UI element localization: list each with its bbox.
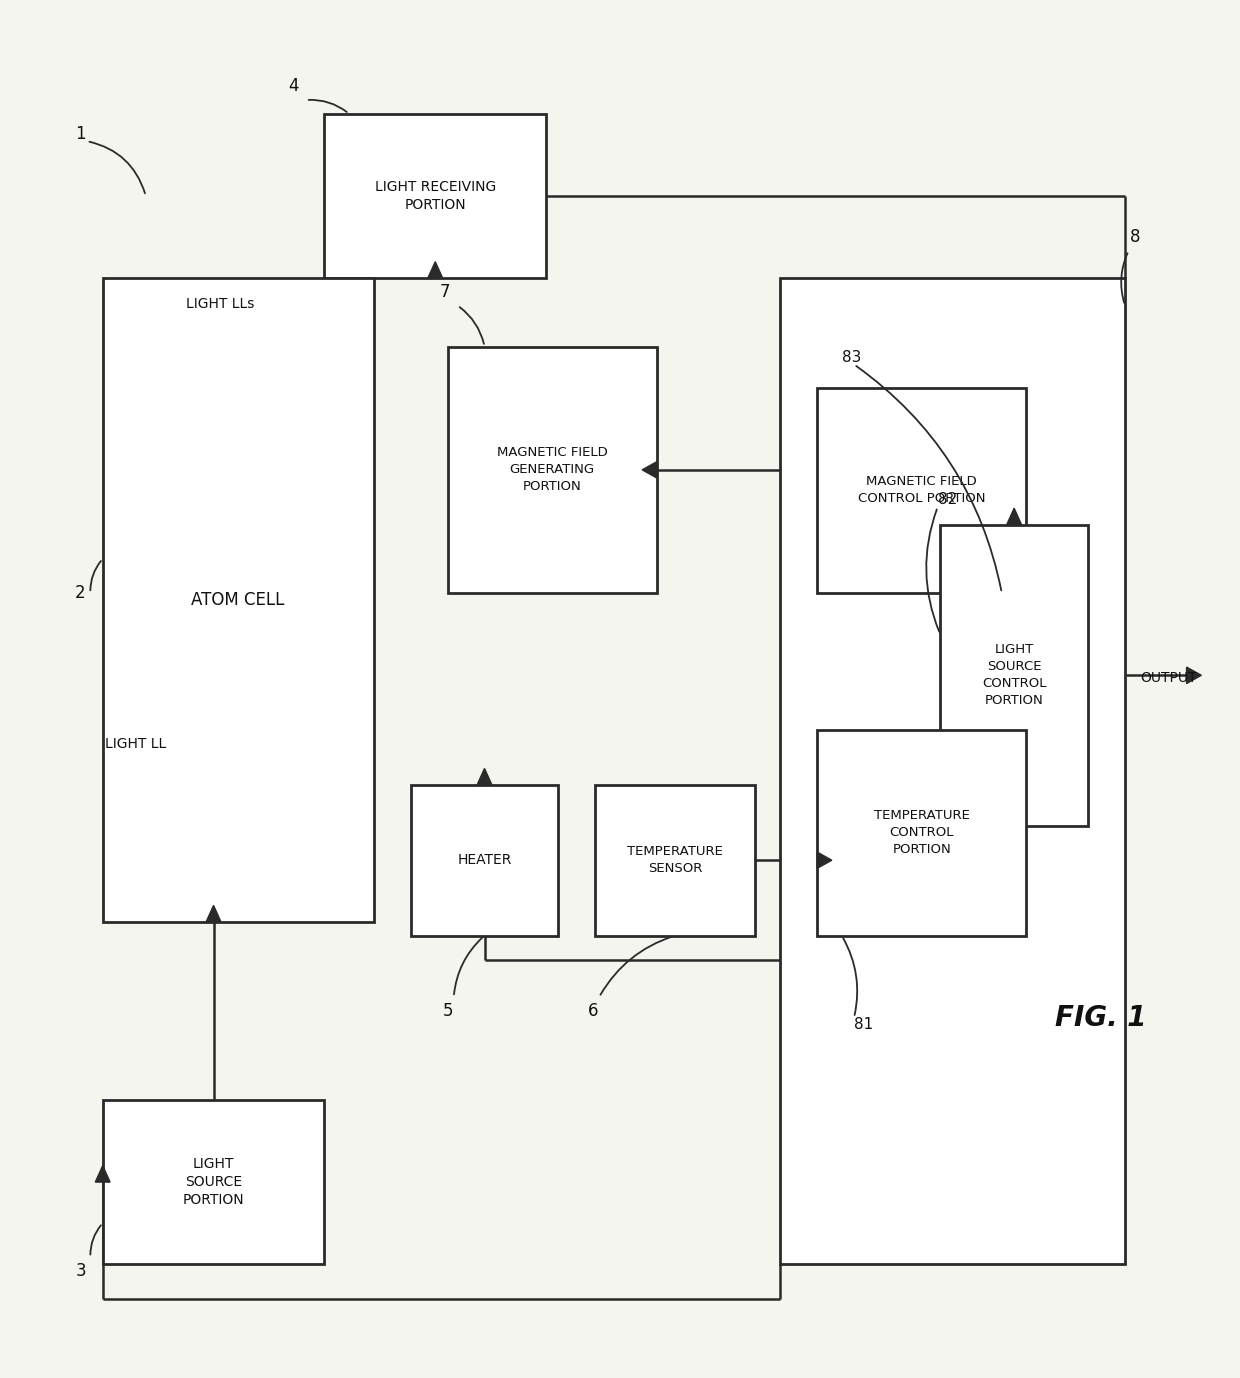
- Text: HEATER: HEATER: [458, 853, 512, 867]
- Polygon shape: [95, 1166, 110, 1182]
- Bar: [325, 114, 546, 278]
- Bar: [780, 278, 1125, 1264]
- Text: 82: 82: [937, 492, 957, 507]
- Text: TEMPERATURE
CONTROL
PORTION: TEMPERATURE CONTROL PORTION: [874, 809, 970, 856]
- Text: 2: 2: [76, 584, 86, 602]
- Text: 7: 7: [440, 282, 450, 300]
- Text: 3: 3: [76, 1262, 86, 1280]
- Text: 4: 4: [289, 77, 299, 95]
- Polygon shape: [642, 462, 657, 478]
- Bar: [103, 278, 373, 922]
- Text: OUTPUT: OUTPUT: [1140, 671, 1197, 685]
- Bar: [410, 785, 558, 936]
- Text: 6: 6: [588, 1002, 598, 1020]
- Text: LIGHT LLs: LIGHT LLs: [186, 298, 254, 311]
- Polygon shape: [477, 769, 492, 785]
- Text: ATOM CELL: ATOM CELL: [191, 591, 285, 609]
- Text: LIGHT
SOURCE
PORTION: LIGHT SOURCE PORTION: [182, 1156, 244, 1207]
- Bar: [448, 347, 657, 593]
- Bar: [103, 1100, 325, 1264]
- Bar: [817, 730, 1027, 936]
- Bar: [817, 387, 1027, 593]
- Text: 5: 5: [443, 1002, 453, 1020]
- Polygon shape: [1187, 667, 1202, 683]
- Text: MAGNETIC FIELD
CONTROL PORTION: MAGNETIC FIELD CONTROL PORTION: [858, 475, 986, 506]
- Text: 81: 81: [854, 1017, 873, 1032]
- Text: 1: 1: [76, 125, 86, 143]
- Text: 8: 8: [1130, 227, 1140, 247]
- Text: FIG. 1: FIG. 1: [1054, 1003, 1146, 1032]
- Bar: [940, 525, 1087, 825]
- Text: LIGHT
SOURCE
CONTROL
PORTION: LIGHT SOURCE CONTROL PORTION: [982, 644, 1047, 707]
- Text: LIGHT LL: LIGHT LL: [105, 737, 166, 751]
- Text: MAGNETIC FIELD
GENERATING
PORTION: MAGNETIC FIELD GENERATING PORTION: [497, 446, 608, 493]
- Text: 83: 83: [842, 350, 861, 365]
- Polygon shape: [1007, 508, 1022, 525]
- Polygon shape: [817, 852, 832, 868]
- Text: TEMPERATURE
SENSOR: TEMPERATURE SENSOR: [627, 845, 723, 875]
- Text: LIGHT RECEIVING
PORTION: LIGHT RECEIVING PORTION: [374, 179, 496, 212]
- Polygon shape: [428, 262, 443, 278]
- Bar: [595, 785, 755, 936]
- Polygon shape: [206, 905, 221, 922]
